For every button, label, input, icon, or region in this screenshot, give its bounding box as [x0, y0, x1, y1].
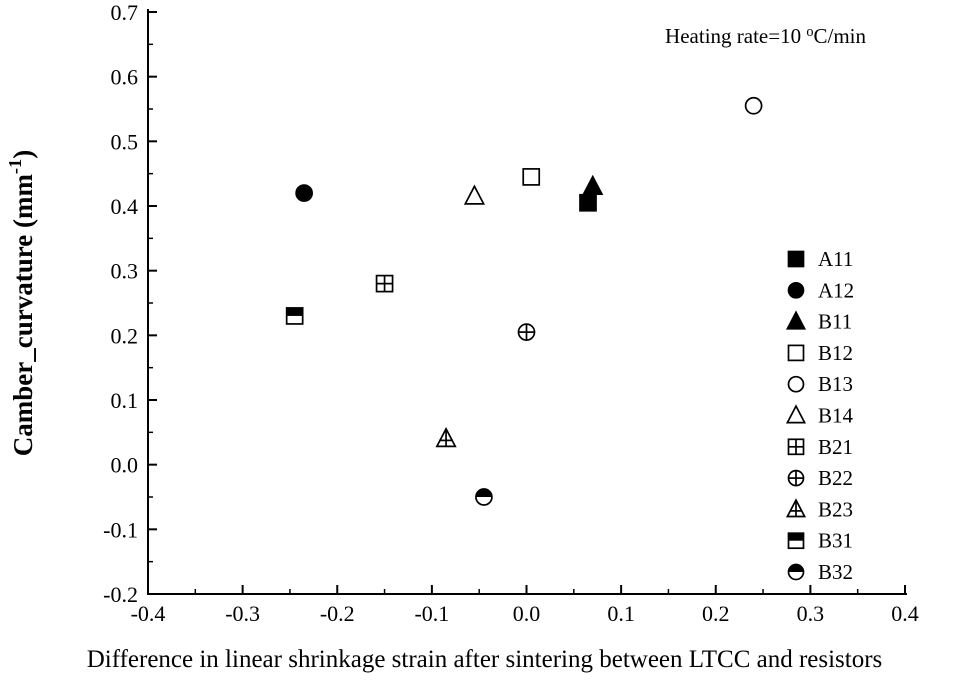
legend-label-B31: B31: [818, 529, 853, 553]
x-tick-label: -0.4: [131, 601, 166, 626]
legend-marker-B11: [785, 310, 807, 330]
y-tick-label: 0.1: [111, 388, 139, 413]
legend-label-B21: B21: [818, 435, 853, 459]
legend-label-B12: B12: [818, 341, 853, 365]
legend-marker-A11: [787, 250, 805, 268]
legend-marker-B21: [787, 438, 805, 456]
x-tick-label: -0.1: [414, 601, 449, 626]
y-tick-label: 0.4: [111, 194, 139, 219]
data-point-B32: [475, 488, 493, 506]
data-point-B13: [744, 96, 763, 115]
data-point-B23: [435, 426, 457, 448]
data-point-A12: [295, 184, 313, 202]
legend-label-A12: A12: [818, 278, 854, 302]
x-axis-caption: Difference in linear shrinkage strain af…: [86, 646, 883, 673]
data-point-B14: [463, 184, 486, 205]
heating-rate-annotation: Heating rate=10 oC/min: [665, 24, 866, 48]
legend-marker-B31: [787, 532, 805, 550]
scatter-plot: -0.4 -0.3 -0.2 -0.1 0.0 0.1 0.2 0.3 0.4 -0.2 -0.1 0…: [5, 0, 919, 626]
legend-label-B22: B22: [818, 466, 853, 490]
legend-label-B23: B23: [818, 497, 853, 521]
data-point-B11: [582, 174, 604, 196]
x-tick-label: 0.2: [702, 601, 730, 626]
x-tick-label: 0.1: [607, 601, 635, 626]
legend-marker-B32: [787, 563, 805, 581]
data-point-B12: [522, 168, 541, 186]
data-point-B21: [375, 274, 394, 293]
y-tick-label: -0.2: [103, 582, 138, 607]
legend-marker-B13: [787, 375, 805, 393]
y-tick-label: 0.7: [111, 0, 139, 25]
y-tick-label: 0.2: [111, 323, 139, 348]
legend-marker-A12: [787, 281, 805, 299]
x-tick-label: 0.0: [513, 601, 541, 626]
x-tick-label: 0.4: [891, 601, 919, 626]
x-tick-label: -0.2: [320, 601, 355, 626]
legend-marker-B12: [787, 344, 805, 362]
y-tick-label: 0.0: [111, 453, 139, 478]
y-tick-label: 0.6: [111, 65, 139, 90]
legend-label-B32: B32: [818, 560, 853, 584]
data-point-B31: [285, 307, 304, 325]
data-point-B22: [517, 323, 536, 341]
y-axis-label: Camber_curvature (mm-1): [5, 150, 38, 456]
legend-label-A11: A11: [818, 247, 853, 271]
legend-label-B14: B14: [818, 404, 854, 428]
legend-marker-B14: [785, 404, 807, 424]
legend-marker-B23: [785, 498, 807, 518]
y-tick-label: -0.1: [103, 517, 138, 542]
y-tick-label: 0.5: [111, 129, 139, 154]
y-tick-label: 0.3: [111, 259, 139, 284]
x-tick-label: -0.3: [225, 601, 260, 626]
legend-label-B11: B11: [818, 310, 852, 334]
x-tick-label: 0.3: [797, 601, 825, 626]
legend-label-B13: B13: [818, 372, 853, 396]
data-point-A11: [579, 193, 597, 212]
legend-marker-B22: [787, 469, 805, 487]
